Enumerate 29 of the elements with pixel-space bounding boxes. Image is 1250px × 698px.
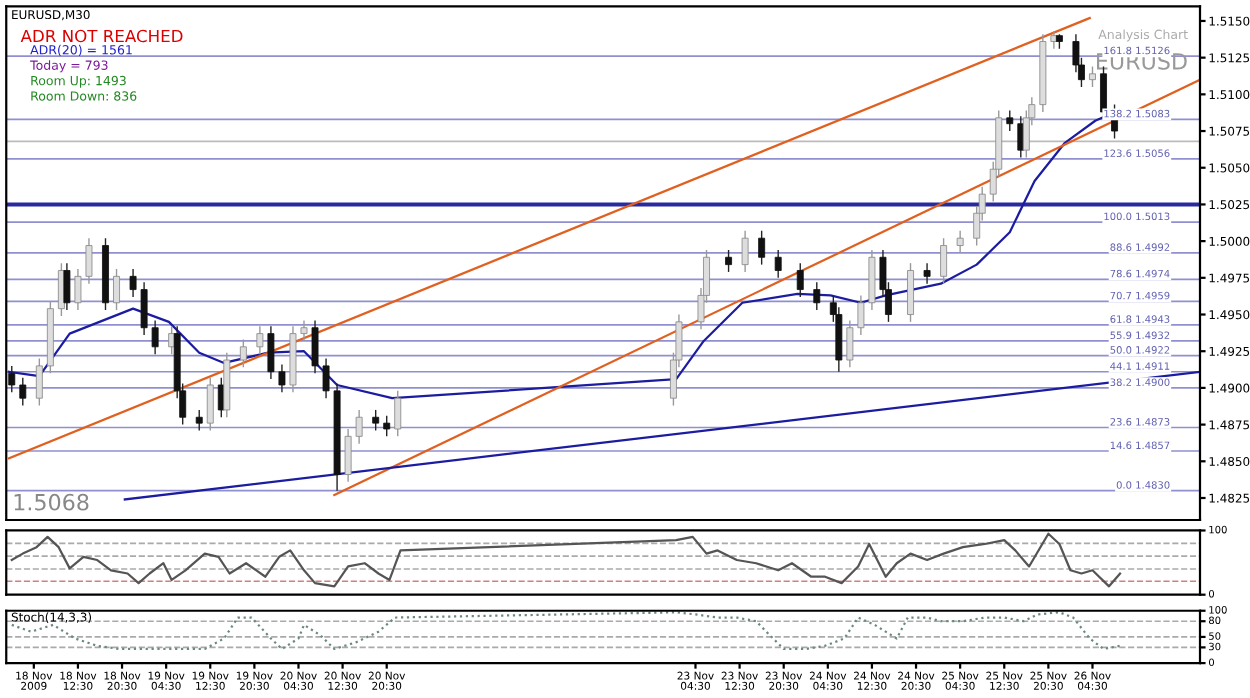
candlestick [796,262,804,298]
candlestick [113,268,120,311]
candlestick [907,262,914,323]
annotation: 1.5068 [14,493,89,511]
candlestick [372,409,380,432]
candlestick [940,237,948,285]
candlestick [813,281,821,311]
candlestick [758,230,766,266]
candlestick [383,415,391,438]
candlestick [774,249,782,279]
candlestick [725,249,733,273]
candlestick [1017,115,1025,159]
candlestick [35,357,43,407]
candlestick [206,376,214,432]
candlestick [19,376,27,407]
candlestick [63,262,71,311]
candlestick [195,409,203,432]
candlestick [923,262,931,285]
candlestick [394,390,402,438]
candlestick [8,365,16,394]
annotation: ADR NOT REACHED [20,29,183,43]
line-series [10,532,1122,588]
candlestick [239,338,247,369]
candlestick [256,325,264,355]
candlestick [1006,109,1014,132]
candlestick [741,230,749,273]
line-series [10,611,1122,651]
candlestick [1089,65,1096,88]
candlestick [956,230,964,254]
